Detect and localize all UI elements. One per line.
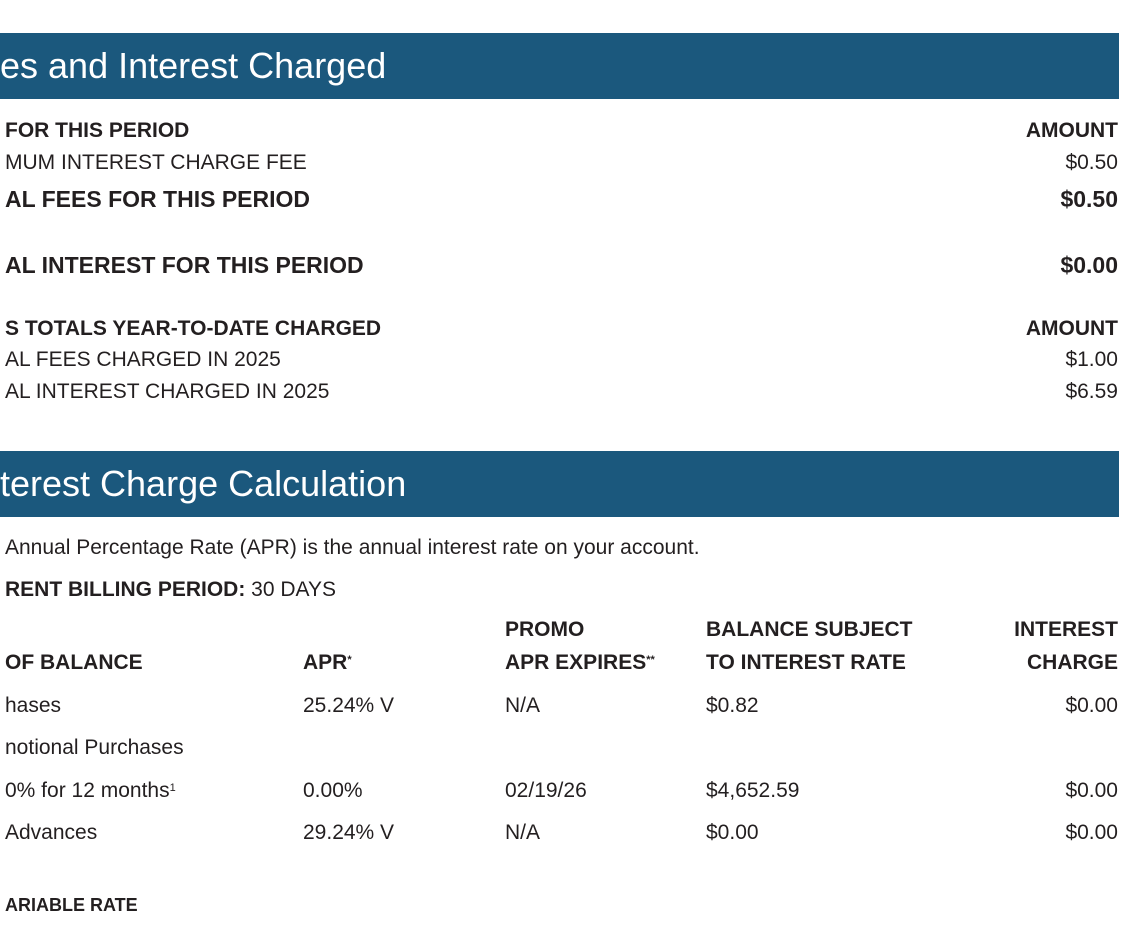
table-cell: hases <box>5 694 62 717</box>
table-cell: $0.00 <box>1065 694 1118 717</box>
intro-text: Annual Percentage Rate (APR) is the annu… <box>5 536 700 559</box>
section-title: terest Charge Calculation <box>0 463 407 504</box>
footnote: ARIABLE RATE <box>5 895 138 915</box>
table-cell: $0.82 <box>706 694 759 717</box>
table-header: INTEREST <box>1014 618 1118 641</box>
table-cell: 0% for 12 months1 <box>5 779 176 802</box>
section-header: terest Charge Calculation <box>0 451 1119 517</box>
fee-row-label: MUM INTEREST CHARGE FEE <box>5 151 307 174</box>
table-cell: $4,652.59 <box>706 779 800 802</box>
table-header: CHARGE <box>1026 651 1118 674</box>
total-fees-label: AL FEES FOR THIS PERIOD <box>5 186 310 212</box>
total-interest-label: AL INTEREST FOR THIS PERIOD <box>5 252 364 278</box>
table-cell: Advances <box>5 821 98 844</box>
ytd-row-label: AL FEES CHARGED IN 2025 <box>5 348 281 371</box>
table-cell: 0.00% <box>303 779 363 802</box>
table-cell: N/A <box>505 821 541 844</box>
billing-label-text: RENT BILLING PERIOD: <box>5 578 246 601</box>
column-header-label: FOR THIS PERIOD <box>5 119 190 142</box>
fee-row-amount: $0.50 <box>1065 151 1118 174</box>
section-title: es and Interest Charged <box>0 45 387 86</box>
ytd-row-amount: $1.00 <box>1065 348 1118 371</box>
table-cell: notional Purchases <box>5 736 184 759</box>
table-cell: $0.00 <box>1065 821 1118 844</box>
table-cell: N/A <box>505 694 541 717</box>
superscript: ** <box>646 654 655 666</box>
ytd-row-amount: $6.59 <box>1065 380 1118 403</box>
billing-value: 30 DAYS <box>245 578 336 601</box>
table-cell: 25.24% V <box>303 694 395 717</box>
column-header-amount: AMOUNT <box>1025 119 1118 142</box>
total-interest-amount: $0.00 <box>1060 252 1118 278</box>
section-header: es and Interest Charged <box>0 33 1119 99</box>
table-header: OF BALANCE <box>5 651 143 674</box>
table-header: PROMO <box>505 618 585 641</box>
table-cell: 02/19/26 <box>505 779 587 802</box>
column-header-amount: AMOUNT <box>1025 317 1118 340</box>
table-cell: 29.24% V <box>303 821 395 844</box>
billing-label: RENT BILLING PERIOD: 30 DAYS <box>5 578 336 602</box>
table-cell: $0.00 <box>1065 779 1118 802</box>
superscript: * <box>347 654 352 666</box>
total-fees-amount: $0.50 <box>1060 186 1118 212</box>
table-header: TO INTEREST RATE <box>706 651 906 674</box>
table-cell: $0.00 <box>706 821 759 844</box>
table-header: APR EXPIRES** <box>505 651 655 674</box>
table-header: BALANCE SUBJECT <box>706 618 913 641</box>
column-header-label: S TOTALS YEAR-TO-DATE CHARGED <box>5 317 382 340</box>
ytd-row-label: AL INTEREST CHARGED IN 2025 <box>5 380 330 403</box>
superscript: 1 <box>169 782 176 794</box>
table-header: APR* <box>303 651 352 674</box>
